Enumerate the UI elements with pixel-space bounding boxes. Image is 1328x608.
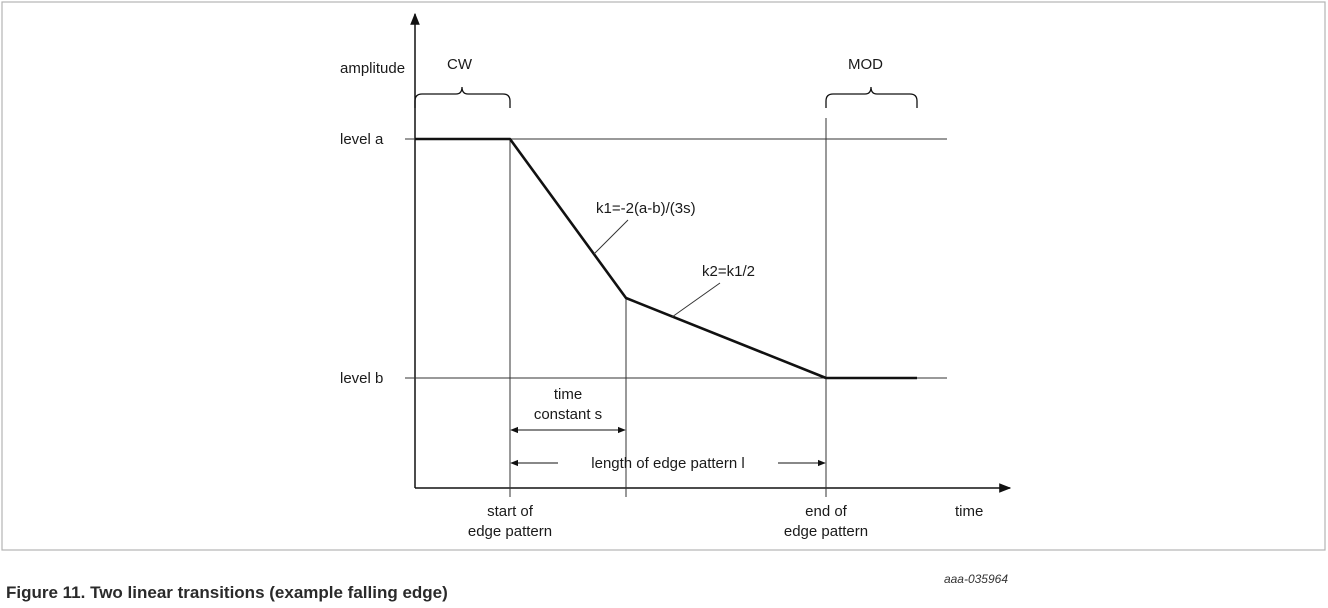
end-marker-label-line1: end of [805, 503, 848, 520]
edge-length-label: length of edge pattern l [591, 455, 744, 472]
k2-leader-line [671, 282, 721, 318]
level-b-label: level b [340, 370, 383, 387]
k2-slope-label: k2=k1/2 [702, 263, 755, 280]
figure-border [1, 1, 1326, 551]
mod-brace [825, 86, 918, 108]
time-constant-label-line1: time [554, 386, 582, 403]
start-marker-label-line2: edge pattern [468, 523, 552, 540]
figure-doc-id: aaa-035964 [944, 572, 1008, 586]
x-axis-label: time [955, 503, 983, 520]
time-constant-label-line2: constant s [534, 406, 602, 423]
start-marker-label-line1: start of [487, 503, 534, 520]
cw-brace [414, 86, 511, 108]
amplitude-trace [415, 137, 917, 380]
level-a-label: level a [340, 131, 384, 148]
y-axis-label: amplitude [340, 60, 405, 77]
cw-label: CW [447, 56, 473, 73]
end-marker-label-line2: edge pattern [784, 523, 868, 540]
figure-caption: Figure 11. Two linear transitions (examp… [6, 583, 448, 602]
k1-leader-line [593, 219, 629, 255]
k1-slope-label: k1=-2(a-b)/(3s) [596, 200, 696, 217]
mod-label: MOD [848, 56, 883, 73]
